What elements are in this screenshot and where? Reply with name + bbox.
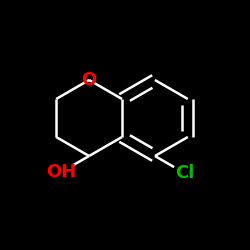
Text: Cl: Cl: [175, 164, 194, 182]
Text: O: O: [82, 71, 97, 89]
Text: OH: OH: [46, 163, 76, 181]
